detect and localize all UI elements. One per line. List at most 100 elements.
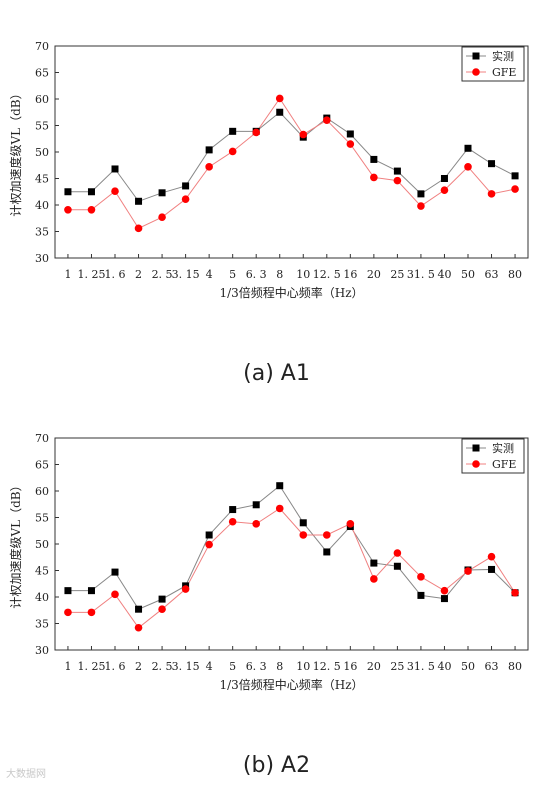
chart1-ytick-label: 40 — [35, 199, 49, 212]
chart2-measured-point — [440, 595, 448, 603]
chart1-gfe-point — [111, 187, 119, 196]
chart2-measured-point — [417, 591, 425, 599]
chart1-gfe-point — [511, 185, 519, 193]
chart2-ytick-label: 70 — [35, 432, 49, 445]
chart1-gfe-point — [275, 94, 284, 103]
chart1-measured-point — [135, 197, 143, 205]
chart2-gfe-point — [205, 540, 213, 549]
chart2-xtick-label: 63 — [485, 660, 499, 673]
chart1-gfe-point — [464, 163, 472, 171]
chart1-xtick-label: 20 — [367, 268, 381, 281]
chart1-gfe-point — [299, 130, 308, 139]
chart1-gfe-point — [322, 116, 331, 124]
chart2-xtick-label: 8 — [276, 660, 283, 673]
chart1-measured-point — [346, 130, 354, 138]
chart2-gfe-point — [487, 552, 496, 561]
chart2-xtick-label: 20 — [367, 660, 381, 673]
chart2-xtick-label: 40 — [437, 660, 451, 673]
chart2-series-measured-line — [67, 484, 516, 610]
chart2-legend-label: 实测 — [492, 441, 514, 455]
chart1-ytick-label: 45 — [35, 173, 49, 186]
chart1-ylabel: 计权加速度级VL（dB） — [8, 87, 23, 216]
chart1-xtick-label: 4 — [206, 268, 213, 281]
chart2-gfe-point — [464, 567, 472, 575]
chart1-gfe-point — [205, 163, 213, 171]
chart1-measured-point — [158, 189, 166, 197]
chart1-legend-marker-gfe — [472, 68, 480, 76]
chart2-ytick-label: 60 — [35, 485, 49, 498]
chart2-measured-point — [393, 562, 401, 570]
watermark: 大数据网 — [6, 769, 46, 780]
chart1-ytick-label: 50 — [35, 146, 49, 159]
chart1-gfe-point — [440, 186, 449, 194]
chart1-gfe-point — [181, 195, 190, 203]
chart2-xtick-label: 2. 5 — [152, 660, 173, 673]
chart1-plot-frame — [54, 45, 529, 259]
chart2-measured-point — [229, 506, 237, 514]
chart2-xtick-label: 16 — [343, 660, 357, 673]
chart-a2: 30 35 40 45 50 55 60 65 70 1 1. 25 1. 6 2 2. 5 3. 15 4 5… — [0, 392, 549, 692]
chart2-xtick-label: 1. 25 — [77, 660, 105, 673]
chart2-gfe-point — [346, 520, 355, 528]
chart2-gfe-point — [228, 517, 237, 526]
chart2-gfe-point — [252, 520, 261, 528]
chart1-ytick-label: 55 — [35, 120, 49, 133]
chart1-measured-point — [205, 146, 213, 154]
chart2-gfe-point — [181, 585, 190, 593]
chart1-measured-point — [87, 188, 95, 196]
chart2-xtick-label: 2 — [135, 660, 142, 673]
chart2-ylabel: 计权加速度级VL（dB） — [8, 479, 23, 608]
chart1-measured-point — [464, 144, 472, 152]
chart2-measured-point — [370, 559, 378, 567]
chart2-measured-point — [252, 501, 260, 509]
chart2-ytick-label: 30 — [35, 644, 49, 657]
chart2-ytick-label: 65 — [35, 459, 49, 472]
chart2-ytick-label: 55 — [35, 512, 49, 525]
chart2-gfe-point — [64, 608, 72, 617]
chart2-xtick-label: 80 — [508, 660, 522, 673]
chart1-ytick-label: 60 — [35, 93, 49, 106]
chart2-gfe-point — [87, 608, 96, 617]
chart2-xtick-label: 1 — [64, 660, 71, 673]
chart2-legend-box — [461, 438, 525, 474]
chart2-plot-frame — [54, 437, 529, 651]
chart2-gfe-point — [158, 605, 166, 613]
chart2-xtick-label: 4 — [206, 660, 213, 673]
chart1-measured-point — [393, 167, 401, 175]
chart2-measured-point — [64, 587, 72, 595]
chart2-gfe-point — [322, 531, 331, 539]
chart1-ytick-label: 65 — [35, 67, 49, 80]
chart1-measured-point — [370, 155, 378, 163]
chart2-xtick-label: 1. 6 — [105, 660, 126, 673]
chart1-xlabel: 1/3倍频程中心频率（Hz） — [219, 285, 363, 300]
chart1-xtick-label: 6. 3 — [246, 268, 267, 281]
chart1-gfe-point — [158, 213, 166, 221]
chart2-gfe-point — [134, 623, 143, 632]
chart1-measured-point — [182, 182, 190, 190]
chart1-xtick-label: 16 — [343, 268, 357, 281]
chart1-xtick-label: 40 — [437, 268, 451, 281]
chart2-xtick-label: 12. 5 — [313, 660, 341, 673]
chart2-xtick-label: 6. 3 — [246, 660, 267, 673]
caption-a2: (b) A2 — [242, 753, 311, 778]
chart1-series-gfe-line — [67, 97, 516, 229]
chart2-series-gfe-line — [67, 507, 516, 629]
chart1-xtick-label: 3. 15 — [172, 268, 200, 281]
chart2-ytick-label: 40 — [35, 591, 49, 604]
chart1-gfe-point — [370, 173, 378, 182]
chart2-legend-label: GFE — [492, 458, 516, 471]
chart1-series-measured-line — [67, 111, 516, 202]
chart1-gfe-point — [487, 190, 496, 198]
chart1-measured-point — [488, 160, 496, 168]
chart1-xtick-label: 1 — [64, 268, 71, 281]
chart1-ytick-label: 35 — [35, 226, 49, 239]
chart1-measured-point — [111, 165, 119, 173]
chart2-measured-point — [299, 519, 307, 527]
chart1-xtick-label: 1. 25 — [77, 268, 105, 281]
chart2-measured-point — [87, 587, 95, 595]
chart1-gfe-point — [134, 224, 143, 233]
chart1-gfe-point — [393, 176, 402, 185]
chart2-gfe-point — [370, 575, 378, 583]
chart1-xtick-label: 8 — [276, 268, 283, 281]
